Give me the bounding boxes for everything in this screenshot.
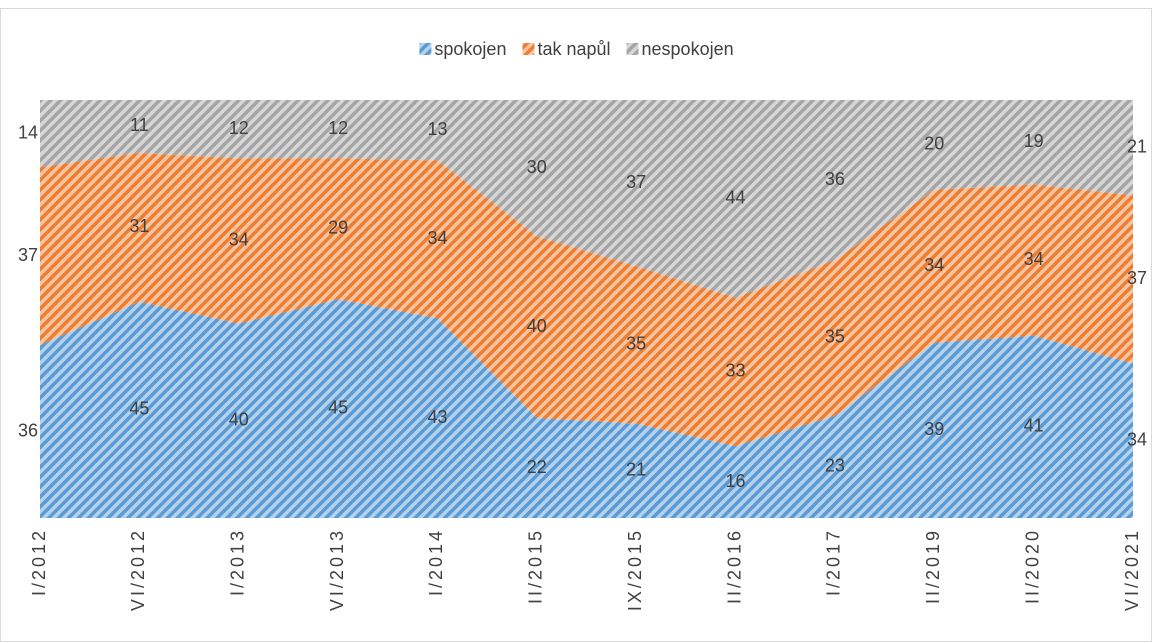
data-label: 40	[527, 316, 547, 336]
x-tick-label: II/2015	[526, 528, 546, 604]
data-label: 29	[328, 218, 348, 238]
area	[40, 100, 1133, 298]
data-label: 20	[924, 134, 944, 154]
legend-label: nespokojen	[642, 39, 734, 59]
data-label: 22	[527, 457, 547, 477]
data-label: 43	[427, 407, 447, 427]
x-tick-label: VI/2013	[327, 528, 347, 611]
x-tick-label: II/2016	[724, 528, 744, 604]
x-tick-label: IX/2015	[625, 528, 645, 611]
legend-swatch	[626, 43, 639, 55]
data-label: 39	[924, 419, 944, 439]
data-label: 34	[924, 255, 944, 275]
x-tick-label: I/2014	[426, 528, 446, 596]
data-label: 36	[825, 169, 845, 189]
x-tick-label: I/2012	[29, 528, 49, 596]
legend-swatch	[419, 43, 432, 55]
x-tick-label: II/2020	[1022, 528, 1042, 604]
data-label: 34	[427, 228, 447, 248]
data-label: 21	[1127, 136, 1147, 156]
x-tick-label: I/2017	[824, 528, 844, 596]
legend: spokojen tak napůl nespokojen	[419, 39, 734, 59]
data-label: 36	[18, 420, 38, 440]
data-label: 34	[1127, 430, 1147, 450]
data-label: 21	[626, 460, 646, 480]
data-label: 37	[1127, 268, 1147, 288]
x-tick-label: I/2013	[227, 528, 247, 596]
legend-label: tak napůl	[537, 39, 610, 59]
data-label: 30	[527, 157, 547, 177]
data-label: 37	[626, 172, 646, 192]
data-label: 34	[1024, 249, 1044, 269]
x-tick-label: VI/2021	[1122, 528, 1142, 611]
data-label: 12	[229, 118, 249, 138]
data-label: 44	[726, 188, 746, 208]
data-label: 35	[626, 334, 646, 354]
data-label: 37	[18, 245, 38, 265]
x-tick-label: II/2019	[923, 528, 943, 604]
data-label: 16	[726, 471, 746, 491]
data-label: 45	[328, 397, 348, 417]
data-label: 23	[825, 456, 845, 476]
data-label: 41	[1024, 416, 1044, 436]
data-label: 45	[129, 399, 149, 419]
data-label: 14	[18, 122, 38, 142]
data-label: 12	[328, 118, 348, 138]
data-label: 19	[1024, 131, 1044, 151]
legend-label: spokojen	[434, 39, 506, 59]
legend-swatch	[522, 43, 535, 55]
data-label: 35	[825, 327, 845, 347]
data-label: 13	[427, 119, 447, 139]
data-label: 11	[130, 115, 149, 135]
x-tick-label: VI/2012	[128, 528, 148, 611]
data-label: 31	[129, 216, 149, 236]
data-label: 34	[229, 230, 249, 250]
area	[40, 152, 1133, 447]
data-label: 40	[229, 410, 249, 430]
data-label: 33	[726, 361, 746, 381]
area	[40, 299, 1133, 518]
